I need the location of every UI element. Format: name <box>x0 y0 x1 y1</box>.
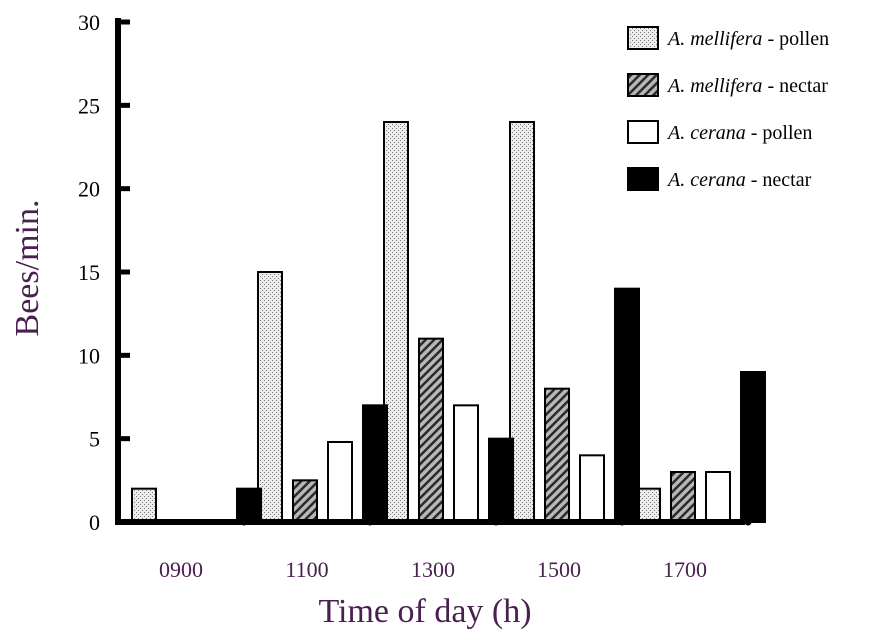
legend-entry: A. cerana - pollen <box>666 122 812 144</box>
bar-1500-series-3 <box>579 454 605 524</box>
bar-1100-series-1 <box>257 271 283 523</box>
legend-entry: A. cerana - nectar <box>666 169 812 191</box>
legend-swatch <box>627 26 659 50</box>
legend-swatch <box>627 73 659 97</box>
bar-1500-series-2 <box>544 387 570 523</box>
legend: A. mellifera - pollen A. mellifera - nect… <box>627 26 829 191</box>
x-tick-label: 0900 <box>159 557 203 582</box>
bar-1700-series-3 <box>705 471 731 523</box>
bar-1300-series-4 <box>488 437 514 523</box>
bar-1100-series-2 <box>292 479 318 524</box>
bar-1700-series-4 <box>740 371 766 523</box>
x-tick-label: 1700 <box>663 557 707 582</box>
y-tick-label: 30 <box>78 10 100 35</box>
x-tick-label: 1500 <box>537 557 581 582</box>
y-tick-label: 25 <box>78 93 100 118</box>
bar-1100-series-3 <box>327 441 353 523</box>
legend-entry: A. mellifera - nectar <box>666 75 828 97</box>
bars-layer <box>131 121 766 524</box>
bar-1100-series-4 <box>362 404 388 524</box>
bar-1700-series-2 <box>670 471 696 523</box>
legend-entry: A. mellifera - pollen <box>666 28 829 50</box>
x-tick-label: 1300 <box>411 557 455 582</box>
bar-1500-series-4 <box>614 287 640 523</box>
y-tick-label: 15 <box>78 260 100 285</box>
legend-swatch <box>627 120 659 144</box>
bar-1300-series-3 <box>453 404 479 524</box>
axes-layer <box>115 18 752 526</box>
y-tick-label: 10 <box>78 343 100 368</box>
y-tick-label: 20 <box>78 177 100 202</box>
y-tick-label: 0 <box>89 510 100 535</box>
bar-0900-series-1 <box>131 487 157 523</box>
y-tick-label: 5 <box>89 427 100 452</box>
x-axis-title: Time of day (h) <box>318 593 531 630</box>
bar-1300-series-2 <box>418 337 444 523</box>
legend-swatch <box>627 167 659 191</box>
labels-layer: 0 5 10 15 20 25 30 0900 1100 1300 1500 1700 <box>78 10 707 582</box>
y-axis-title: Bees/min. <box>9 200 46 337</box>
x-tick-label: 1100 <box>285 557 328 582</box>
